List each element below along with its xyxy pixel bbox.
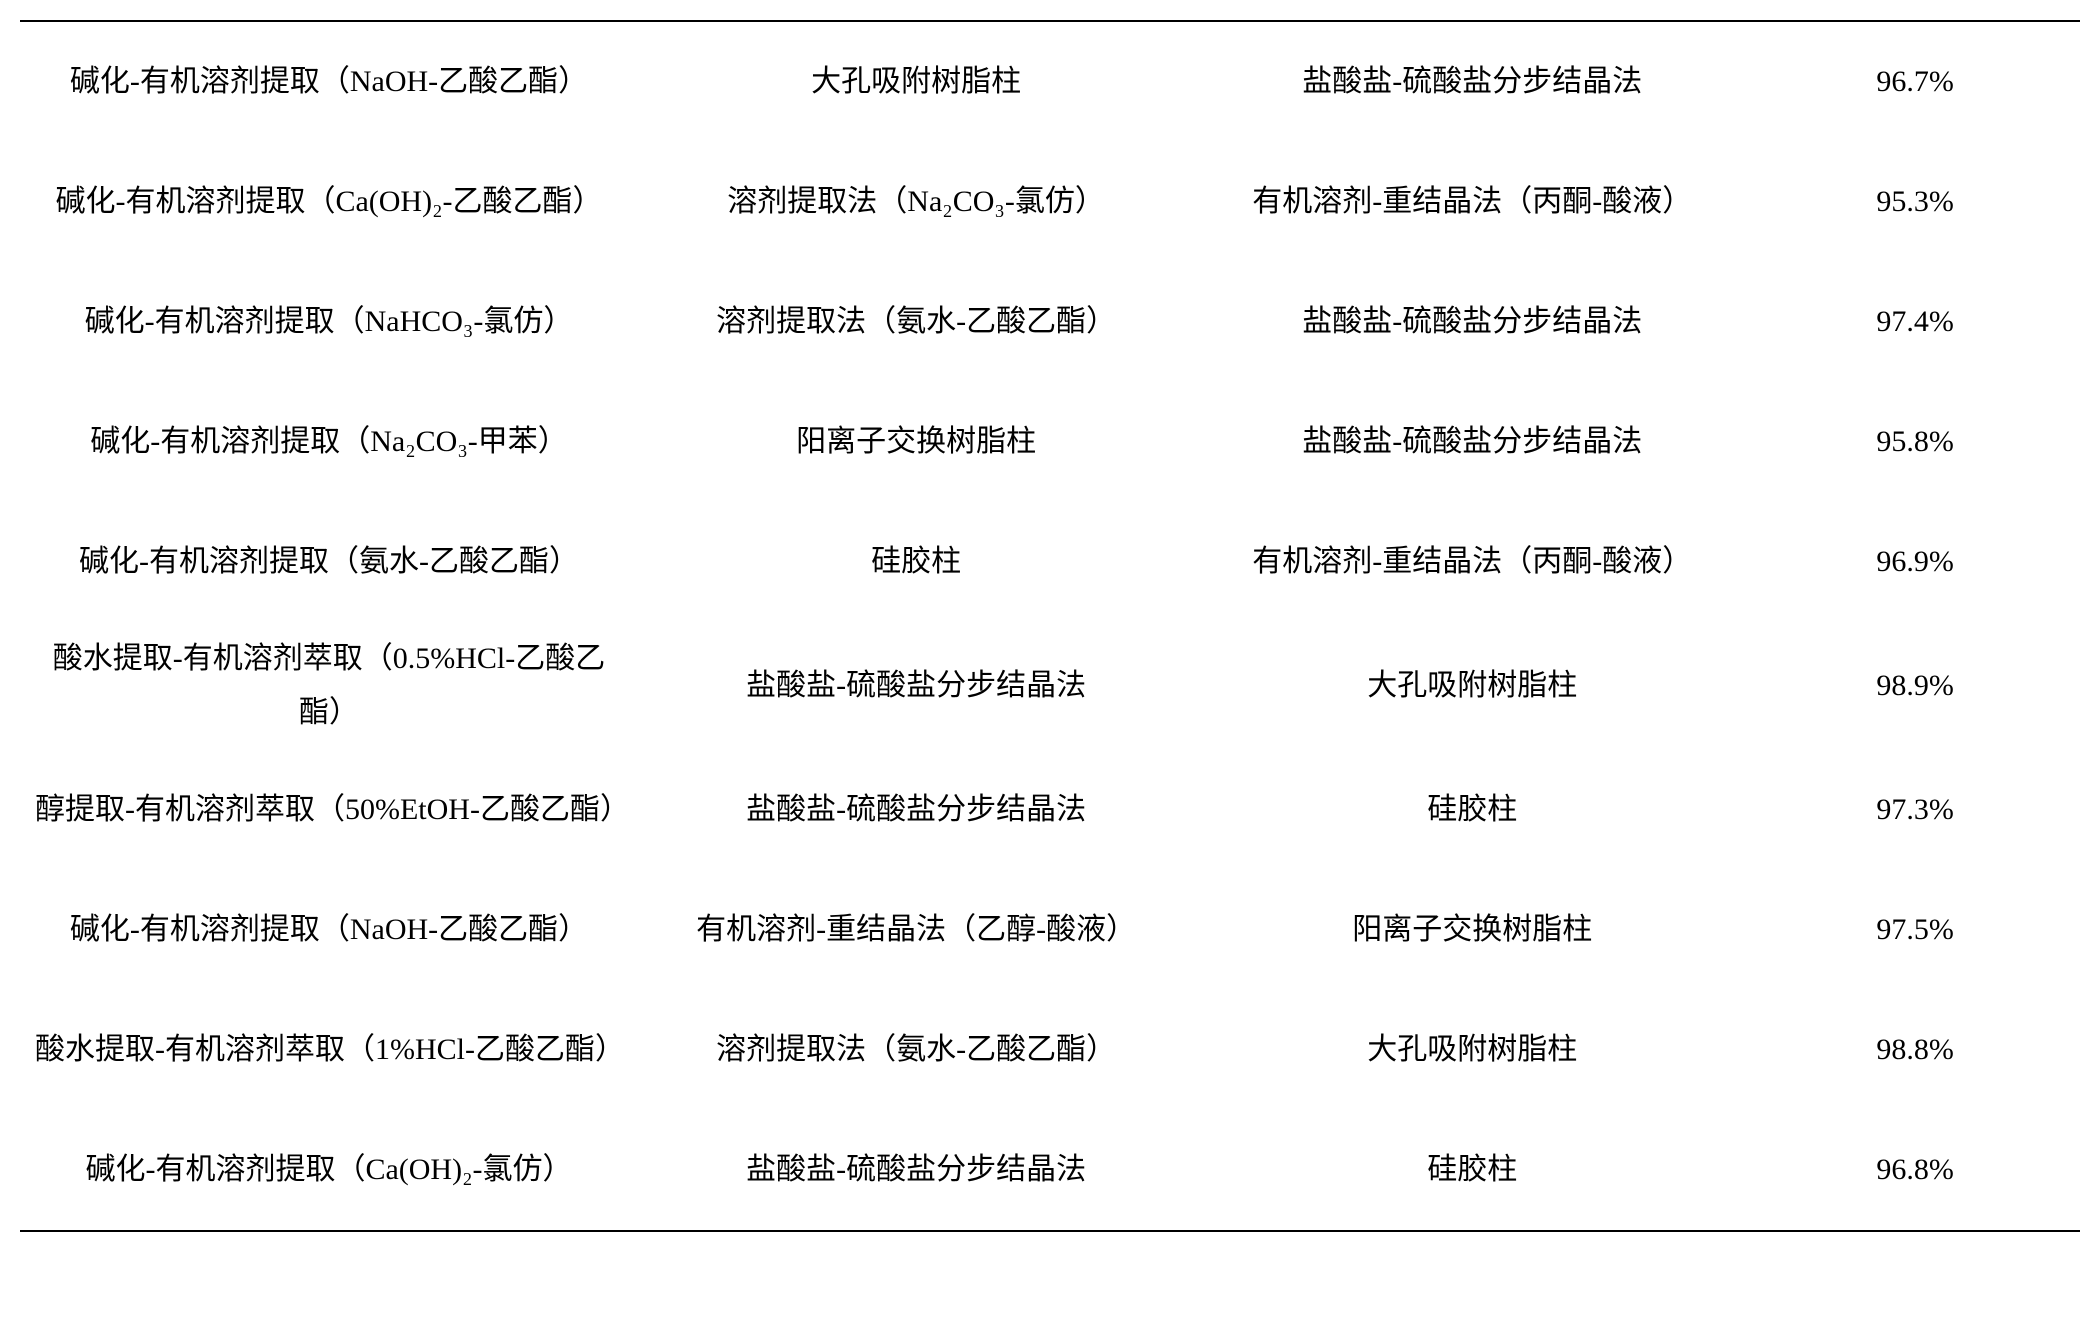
- cell-method-2: 溶剂提取法（氨水-乙酸乙酯）: [638, 1013, 1194, 1087]
- cell-method-3: 盐酸盐-硫酸盐分步结晶法: [1194, 405, 1750, 479]
- cell-method-3: 盐酸盐-硫酸盐分步结晶法: [1194, 45, 1750, 119]
- cell-method-2: 溶剂提取法（氨水-乙酸乙酯）: [638, 285, 1194, 359]
- table-row: 碱化-有机溶剂提取（Ca(OH)₂-氯仿） 盐酸盐-硫酸盐分步结晶法 硅胶柱 9…: [20, 1110, 2080, 1230]
- cell-method-3: 盐酸盐-硫酸盐分步结晶法: [1194, 285, 1750, 359]
- cell-method-3: 有机溶剂-重结晶法（丙酮-酸液）: [1194, 165, 1750, 239]
- table-row: 醇提取-有机溶剂萃取（50%EtOH-乙酸乙酯） 盐酸盐-硫酸盐分步结晶法 硅胶…: [20, 750, 2080, 870]
- extraction-method-table: 碱化-有机溶剂提取（NaOH-乙酸乙酯） 大孔吸附树脂柱 盐酸盐-硫酸盐分步结晶…: [20, 20, 2080, 1232]
- cell-method-3: 有机溶剂-重结晶法（丙酮-酸液）: [1194, 525, 1750, 599]
- cell-percentage: 98.8%: [1750, 1013, 2080, 1087]
- cell-method-3: 大孔吸附树脂柱: [1194, 1013, 1750, 1087]
- cell-percentage: 95.3%: [1750, 165, 2080, 239]
- table-row: 碱化-有机溶剂提取（NaHCO₃-氯仿） 溶剂提取法（氨水-乙酸乙酯） 盐酸盐-…: [20, 262, 2080, 382]
- cell-method-3: 硅胶柱: [1194, 1133, 1750, 1207]
- table-row: 碱化-有机溶剂提取（Na₂CO₃-甲苯） 阳离子交换树脂柱 盐酸盐-硫酸盐分步结…: [20, 382, 2080, 502]
- cell-method-1: 醇提取-有机溶剂萃取（50%EtOH-乙酸乙酯）: [20, 773, 638, 847]
- cell-method-3: 硅胶柱: [1194, 773, 1750, 847]
- cell-method-3: 大孔吸附树脂柱: [1194, 649, 1750, 723]
- cell-percentage: 96.9%: [1750, 525, 2080, 599]
- cell-method-2: 盐酸盐-硫酸盐分步结晶法: [638, 773, 1194, 847]
- cell-method-1: 碱化-有机溶剂提取（NaOH-乙酸乙酯）: [20, 893, 638, 967]
- table-row: 酸水提取-有机溶剂萃取（0.5%HCl-乙酸乙酯） 盐酸盐-硫酸盐分步结晶法 大…: [20, 622, 2080, 750]
- cell-percentage: 95.8%: [1750, 405, 2080, 479]
- table-row: 碱化-有机溶剂提取（氨水-乙酸乙酯） 硅胶柱 有机溶剂-重结晶法（丙酮-酸液） …: [20, 502, 2080, 622]
- cell-method-1: 碱化-有机溶剂提取（氨水-乙酸乙酯）: [20, 525, 638, 599]
- cell-percentage: 97.5%: [1750, 893, 2080, 967]
- cell-method-1: 酸水提取-有机溶剂萃取（0.5%HCl-乙酸乙酯）: [20, 622, 638, 750]
- cell-percentage: 96.7%: [1750, 45, 2080, 119]
- table-row: 碱化-有机溶剂提取（NaOH-乙酸乙酯） 有机溶剂-重结晶法（乙醇-酸液） 阳离…: [20, 870, 2080, 990]
- cell-method-1: 碱化-有机溶剂提取（NaOH-乙酸乙酯）: [20, 45, 638, 119]
- cell-method-2: 溶剂提取法（Na₂CO₃-氯仿）: [638, 165, 1194, 239]
- cell-method-2: 大孔吸附树脂柱: [638, 45, 1194, 119]
- cell-method-2: 阳离子交换树脂柱: [638, 405, 1194, 479]
- cell-method-1: 碱化-有机溶剂提取（NaHCO₃-氯仿）: [20, 285, 638, 359]
- cell-percentage: 98.9%: [1750, 649, 2080, 723]
- cell-method-2: 盐酸盐-硫酸盐分步结晶法: [638, 1133, 1194, 1207]
- cell-method-1: 碱化-有机溶剂提取（Ca(OH)₂-乙酸乙酯）: [20, 165, 638, 239]
- table-row: 碱化-有机溶剂提取（Ca(OH)₂-乙酸乙酯） 溶剂提取法（Na₂CO₃-氯仿）…: [20, 142, 2080, 262]
- table-row: 碱化-有机溶剂提取（NaOH-乙酸乙酯） 大孔吸附树脂柱 盐酸盐-硫酸盐分步结晶…: [20, 22, 2080, 142]
- cell-method-3: 阳离子交换树脂柱: [1194, 893, 1750, 967]
- cell-method-1: 酸水提取-有机溶剂萃取（1%HCl-乙酸乙酯）: [20, 1013, 638, 1087]
- cell-method-2: 硅胶柱: [638, 525, 1194, 599]
- cell-method-1: 碱化-有机溶剂提取（Na₂CO₃-甲苯）: [20, 405, 638, 479]
- cell-method-1: 碱化-有机溶剂提取（Ca(OH)₂-氯仿）: [20, 1133, 638, 1207]
- cell-percentage: 97.3%: [1750, 773, 2080, 847]
- cell-percentage: 96.8%: [1750, 1133, 2080, 1207]
- cell-percentage: 97.4%: [1750, 285, 2080, 359]
- cell-method-2: 盐酸盐-硫酸盐分步结晶法: [638, 649, 1194, 723]
- cell-method-2: 有机溶剂-重结晶法（乙醇-酸液）: [638, 893, 1194, 967]
- table-row: 酸水提取-有机溶剂萃取（1%HCl-乙酸乙酯） 溶剂提取法（氨水-乙酸乙酯） 大…: [20, 990, 2080, 1110]
